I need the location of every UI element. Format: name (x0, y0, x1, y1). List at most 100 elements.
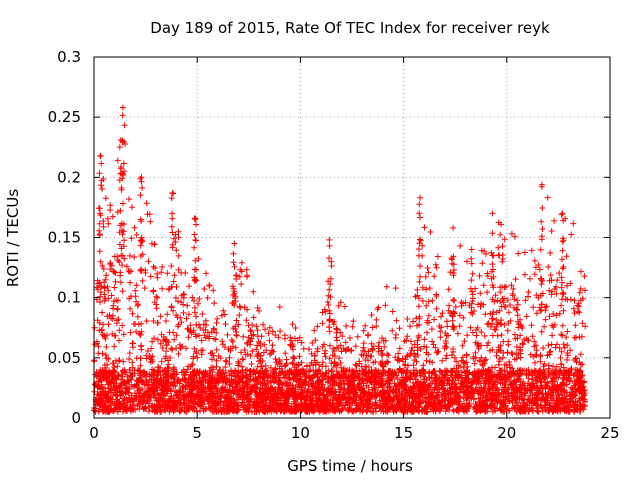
data-point (280, 371, 287, 378)
data-point (114, 408, 121, 415)
data-point (218, 399, 224, 406)
data-point (345, 395, 352, 402)
data-point (101, 291, 108, 298)
data-point (411, 341, 418, 348)
data-point (526, 370, 533, 377)
data-point (116, 241, 123, 248)
data-point (437, 368, 444, 375)
data-point (211, 300, 218, 307)
data-point (213, 385, 220, 392)
data-point (399, 355, 406, 362)
data-point (254, 391, 261, 398)
data-point (167, 387, 174, 394)
data-point (394, 393, 401, 400)
data-point (337, 375, 344, 382)
data-point (121, 122, 128, 129)
data-point (127, 329, 134, 336)
data-point (238, 281, 245, 288)
data-point (103, 377, 110, 384)
data-point (97, 258, 104, 265)
data-point (564, 356, 570, 363)
data-point (247, 377, 254, 384)
data-point (372, 392, 379, 398)
data-point (411, 371, 418, 378)
data-point (365, 390, 372, 397)
data-point (175, 350, 182, 357)
data-point (183, 315, 190, 322)
data-point (490, 381, 497, 388)
grid (94, 57, 610, 418)
data-point (512, 276, 519, 283)
data-point (303, 363, 310, 370)
data-point (288, 403, 295, 410)
data-point (458, 299, 465, 306)
data-point (252, 388, 259, 395)
data-point (266, 324, 273, 331)
data-point (276, 378, 283, 385)
data-point (326, 286, 333, 293)
data-point (357, 394, 364, 401)
data-point (269, 328, 276, 335)
data-point (272, 356, 279, 362)
data-point (460, 314, 467, 321)
data-point (571, 371, 578, 378)
data-point (491, 371, 498, 378)
data-point (522, 297, 529, 304)
data-point (127, 305, 134, 312)
data-point (204, 295, 211, 301)
data-point (102, 335, 109, 342)
data-point (401, 402, 408, 409)
data-point (531, 257, 538, 264)
data-point (553, 312, 560, 319)
data-point (228, 379, 235, 386)
data-point (95, 343, 102, 350)
data-point (314, 348, 321, 355)
data-point (541, 361, 548, 367)
data-point (365, 348, 372, 355)
data-point (403, 337, 410, 344)
data-point (240, 333, 247, 340)
data-point (110, 305, 116, 312)
data-point (163, 342, 170, 349)
data-point (192, 331, 199, 338)
data-point (348, 347, 354, 354)
data-point (521, 249, 528, 256)
data-point (139, 374, 145, 381)
data-point (553, 290, 560, 297)
data-point (170, 383, 177, 389)
data-point (233, 276, 240, 282)
data-point (201, 373, 208, 380)
data-point (219, 384, 226, 391)
data-point (478, 385, 485, 391)
data-point (378, 347, 385, 354)
data-point (558, 361, 565, 368)
data-point (529, 404, 536, 411)
data-point (520, 400, 527, 406)
data-point (487, 387, 494, 393)
data-point (378, 352, 385, 359)
data-point (145, 385, 151, 392)
data-point (398, 395, 405, 402)
data-point (144, 397, 151, 404)
data-point (218, 385, 225, 392)
data-point (116, 259, 123, 265)
data-point (487, 393, 494, 400)
data-point (312, 337, 319, 344)
data-point (224, 331, 231, 338)
data-point (443, 332, 450, 339)
data-point (147, 273, 154, 280)
data-point (292, 325, 299, 331)
data-point (533, 383, 540, 390)
data-point (505, 309, 512, 316)
data-point (141, 398, 148, 405)
data-point (549, 322, 556, 329)
data-point (525, 366, 532, 373)
data-point (103, 398, 109, 405)
data-point (325, 367, 332, 374)
data-point (340, 374, 347, 381)
data-point (185, 379, 191, 386)
data-point (168, 399, 175, 406)
data-point (478, 368, 485, 375)
data-point (573, 355, 580, 362)
data-point (159, 264, 166, 270)
